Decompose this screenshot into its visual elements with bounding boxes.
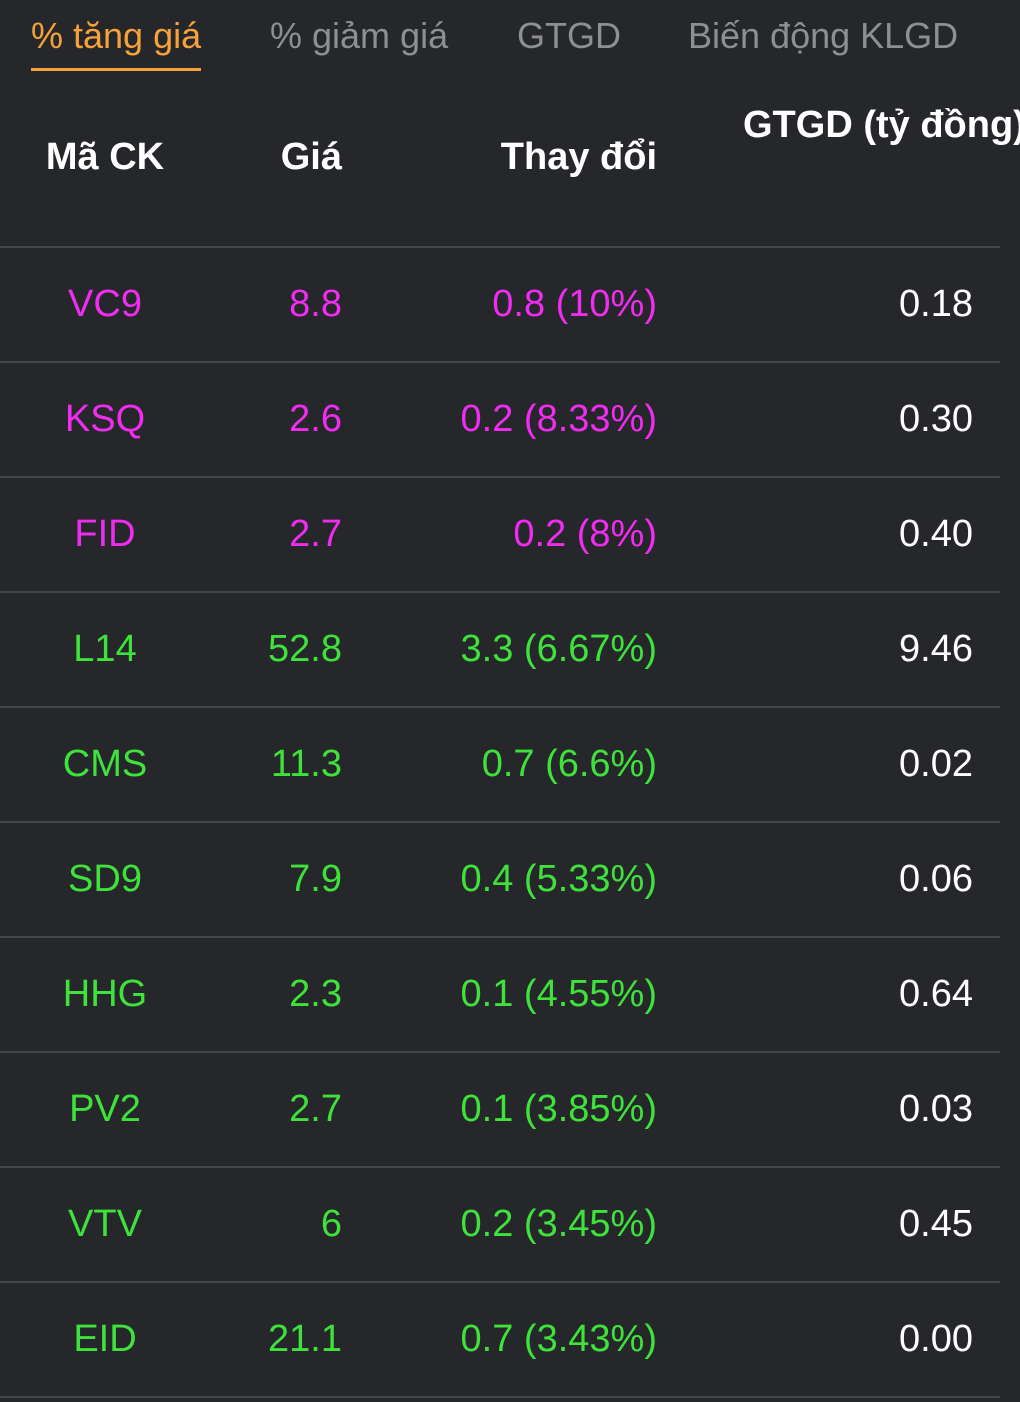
stock-change: 0.4 (5.33%) <box>460 858 657 900</box>
stock-trading-value: 0.00 <box>899 1318 973 1360</box>
column-header-code: Mã CK <box>45 136 165 178</box>
table-header: Mã CK Giá Thay đổi GTGD (tỷ đồng) <box>0 90 1020 248</box>
column-header-price: Giá <box>280 136 342 178</box>
stock-trading-value: 0.06 <box>899 858 973 900</box>
stock-change: 3.3 (6.67%) <box>460 628 657 670</box>
stock-code[interactable]: VC9 <box>68 283 142 325</box>
stock-price: 7.9 <box>289 858 342 900</box>
table-row[interactable]: KSQ 2.6 0.2 (8.33%) 0.30 <box>0 363 1000 478</box>
stock-code[interactable]: FID <box>74 513 136 555</box>
stock-trading-value: 0.02 <box>899 743 973 785</box>
stock-code[interactable]: CMS <box>62 743 148 785</box>
stock-trading-value: 0.18 <box>899 283 973 325</box>
stock-trading-value: 9.46 <box>899 628 973 670</box>
stock-trading-value: 0.30 <box>899 398 973 440</box>
stock-code[interactable]: PV2 <box>69 1088 141 1130</box>
stock-code[interactable]: SD9 <box>68 858 142 900</box>
tab-price-losers[interactable]: % giảm giá <box>270 15 449 56</box>
table-row[interactable]: CMS 11.3 0.7 (6.6%) 0.02 <box>0 708 1000 823</box>
column-header-value: GTGD (tỷ đồng) <box>743 104 1020 146</box>
stock-price: 21.1 <box>268 1318 342 1360</box>
stock-code[interactable]: KSQ <box>64 398 146 440</box>
stock-change: 0.2 (8.33%) <box>460 398 657 440</box>
stock-price: 2.3 <box>289 973 342 1015</box>
column-header-change: Thay đổi <box>500 136 657 178</box>
table-row[interactable]: VC9 8.8 0.8 (10%) 0.18 <box>0 248 1000 363</box>
stock-code[interactable]: EID <box>73 1318 137 1360</box>
table-row[interactable]: EID 21.1 0.7 (3.43%) 0.00 <box>0 1283 1000 1398</box>
table-row[interactable]: FID 2.7 0.2 (8%) 0.40 <box>0 478 1000 593</box>
stock-price: 11.3 <box>270 743 342 785</box>
stock-code[interactable]: VTV <box>68 1203 142 1245</box>
stock-price: 52.8 <box>268 628 342 670</box>
stock-trading-value: 0.64 <box>899 973 973 1015</box>
stock-price: 6 <box>320 1203 342 1245</box>
table-row[interactable]: HHG 2.3 0.1 (4.55%) 0.64 <box>0 938 1000 1053</box>
stock-change: 0.7 (3.43%) <box>460 1318 657 1360</box>
stock-trading-value: 0.03 <box>899 1088 973 1130</box>
table-row[interactable]: VTV 6 0.2 (3.45%) 0.45 <box>0 1168 1000 1283</box>
stock-price: 2.6 <box>289 398 342 440</box>
table-row[interactable]: PV2 2.7 0.1 (3.85%) 0.03 <box>0 1053 1000 1168</box>
tab-price-gainers[interactable]: % tăng giá <box>31 15 202 71</box>
stock-table-body: VC9 8.8 0.8 (10%) 0.18 KSQ 2.6 0.2 (8.33… <box>0 248 1000 1398</box>
stock-change: 0.1 (4.55%) <box>460 973 657 1015</box>
stock-trading-value: 0.40 <box>899 513 973 555</box>
stock-code[interactable]: HHG <box>62 973 148 1015</box>
tab-trading-value[interactable]: GTGD <box>517 15 621 56</box>
stock-price: 2.7 <box>289 1088 342 1130</box>
stock-change: 0.8 (10%) <box>492 283 657 325</box>
stock-price: 8.8 <box>289 283 342 325</box>
stock-trading-value: 0.45 <box>899 1203 973 1245</box>
table-row[interactable]: L14 52.8 3.3 (6.67%) 9.46 <box>0 593 1000 708</box>
tab-volume-change[interactable]: Biến động KLGD <box>688 15 959 56</box>
stock-change: 0.2 (8%) <box>513 513 657 555</box>
table-row[interactable]: SD9 7.9 0.4 (5.33%) 0.06 <box>0 823 1000 938</box>
stock-change: 0.1 (3.85%) <box>460 1088 657 1130</box>
stock-change: 0.7 (6.6%) <box>481 743 657 785</box>
stock-price: 2.7 <box>289 513 342 555</box>
tab-bar: % tăng giá % giảm giá GTGD Biến động KLG… <box>0 0 1020 72</box>
stock-code[interactable]: L14 <box>73 628 137 670</box>
stock-change: 0.2 (3.45%) <box>460 1203 657 1245</box>
